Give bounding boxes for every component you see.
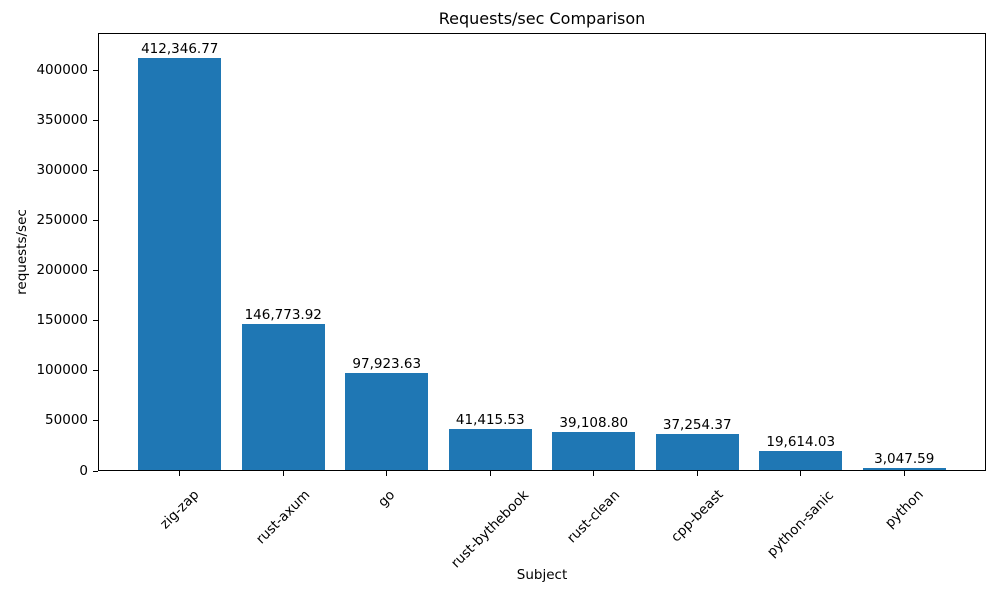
y-tick [93, 370, 98, 372]
y-tick-label: 250000 [36, 211, 88, 228]
bar-rust-bythebook [448, 429, 532, 471]
x-tick-label: rust-bythebook [447, 487, 532, 572]
chart-title: Requests/sec Comparison [438, 9, 646, 28]
x-tick [179, 471, 181, 476]
x-tick-label: zig-zap [156, 486, 203, 533]
bar-value-label: 39,108.80 [559, 414, 629, 431]
y-tick [93, 270, 98, 272]
y-tick [93, 69, 98, 71]
y-tick [93, 470, 98, 472]
bar-value-label: 19,614.03 [766, 434, 836, 451]
x-tick-label: python-sanic [763, 486, 837, 560]
x-tick [696, 471, 698, 476]
x-tick [903, 471, 905, 476]
bar-value-label: 97,923.63 [352, 355, 422, 372]
bar-python-sanic [759, 451, 843, 471]
y-tick-label: 150000 [36, 312, 88, 329]
x-tick-label: rust-axum [252, 486, 314, 548]
bar-value-label: 3,047.59 [874, 450, 935, 467]
x-tick [386, 471, 388, 476]
x-tick [282, 471, 284, 476]
x-tick-label: cpp-beast [667, 487, 727, 546]
bar-python [862, 467, 946, 471]
y-tick [93, 420, 98, 422]
y-tick-label: 50000 [45, 412, 88, 429]
y-tick-label: 300000 [36, 161, 88, 178]
x-axis-label: Subject [516, 567, 568, 583]
y-tick [93, 119, 98, 121]
plot-area [98, 33, 986, 471]
bar-value-label: 146,773.92 [244, 306, 322, 323]
y-tick [93, 169, 98, 171]
y-tick-label: 400000 [36, 61, 88, 78]
y-tick [93, 219, 98, 221]
bar-rust-axum [241, 323, 325, 471]
bar-go [345, 372, 429, 471]
x-tick [489, 471, 491, 476]
x-tick [800, 471, 802, 476]
bar-rust-clean [552, 431, 636, 471]
y-tick-label: 0 [79, 462, 88, 479]
bar-cpp-beast [655, 433, 739, 471]
bar-value-label: 37,254.37 [662, 416, 732, 433]
x-tick-label: go [374, 487, 398, 511]
y-tick-label: 100000 [36, 362, 88, 379]
bar-zig-zap [138, 57, 222, 471]
x-tick [593, 471, 595, 476]
y-axis-label: requests/sec [14, 209, 30, 295]
bar-value-label: 41,415.53 [455, 412, 525, 429]
y-tick [93, 320, 98, 322]
y-tick-label: 200000 [36, 262, 88, 279]
x-tick-label: rust-clean [563, 487, 623, 547]
y-tick-label: 350000 [36, 111, 88, 128]
x-tick-label: python [881, 486, 927, 532]
bar-value-label: 412,346.77 [141, 40, 219, 57]
